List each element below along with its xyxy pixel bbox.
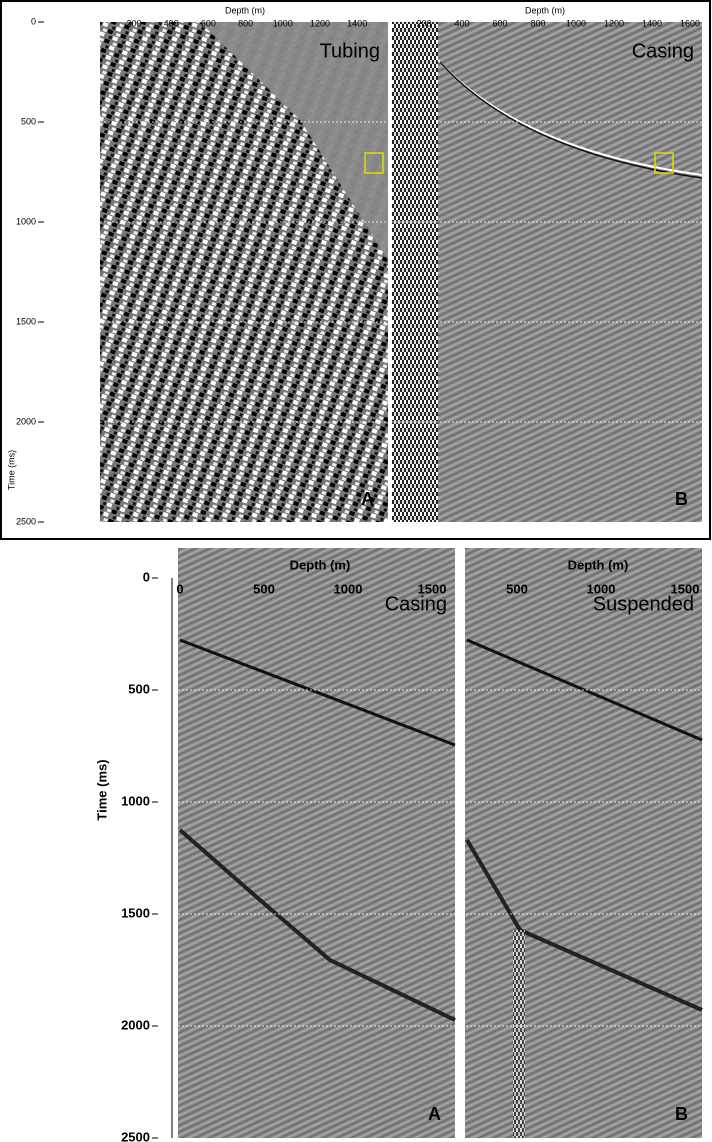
- seismic-image: [178, 548, 455, 1138]
- y-tick-label: 1500: [16, 316, 36, 326]
- panel-title: Casing: [385, 593, 447, 615]
- panel-letter: B: [675, 1104, 688, 1124]
- x-axis-label: Depth (m): [568, 557, 629, 572]
- y-tick-label: 2500: [121, 1129, 150, 1142]
- x-tick-label: 1000: [587, 581, 616, 596]
- x-tick-label: 400: [454, 18, 469, 28]
- y-tick-label: 500: [21, 116, 36, 126]
- y-tick-label: 1500: [121, 905, 150, 920]
- x-tick-label: 0: [176, 581, 183, 596]
- x-tick-label: 1500: [671, 581, 700, 596]
- x-tick-label: 1000: [334, 581, 363, 596]
- x-tick-label: 500: [253, 581, 275, 596]
- panel-title: Suspended: [593, 593, 694, 615]
- x-tick-label: 1200: [310, 18, 330, 28]
- x-tick-label: 400: [164, 18, 179, 28]
- x-tick-label: 500: [506, 581, 528, 596]
- panel-letter: B: [675, 489, 688, 509]
- panel-letter: A: [361, 489, 374, 509]
- panel-title: Tubing: [320, 40, 380, 62]
- panel-title: Casing: [632, 40, 694, 62]
- x-tick-label: 1200: [604, 18, 624, 28]
- x-tick-label: 600: [201, 18, 216, 28]
- quiet-zone: [200, 22, 388, 260]
- y-tick-label: 2000: [121, 1017, 150, 1032]
- marker-box: [364, 152, 384, 174]
- first-arrival: [439, 61, 703, 179]
- first-arrival: [179, 638, 456, 747]
- first-arrival: [466, 638, 703, 742]
- seismic-image: [465, 548, 702, 1138]
- x-tick-label: 200: [126, 18, 141, 28]
- y-tick-label: 500: [128, 681, 150, 696]
- seismic-image: [392, 22, 702, 522]
- x-tick-label: 800: [238, 18, 253, 28]
- y-axis-label: Time (ms): [6, 450, 16, 490]
- x-tick-label: 1500: [418, 581, 447, 596]
- x-tick-label: 1400: [642, 18, 662, 28]
- y-tick-label: 2500: [16, 516, 36, 526]
- x-tick-label: 800: [530, 18, 545, 28]
- x-tick-label: 600: [492, 18, 507, 28]
- x-tick-label: 1000: [566, 18, 586, 28]
- y-tick-label: 0: [31, 16, 36, 26]
- y-tick-label: 1000: [121, 793, 150, 808]
- y-axis-label: Time (ms): [94, 759, 109, 820]
- x-tick-label: 1000: [273, 18, 293, 28]
- marker-box: [654, 152, 674, 174]
- event: [178, 828, 456, 1022]
- x-axis-label: Depth (m): [225, 5, 265, 15]
- frame: [0, 0, 711, 540]
- x-tick-label: 1400: [347, 18, 367, 28]
- y-tick-label: 0: [143, 569, 150, 584]
- seismic-image: [513, 930, 525, 1138]
- x-tick-label: 200: [416, 18, 431, 28]
- y-tick-label: 1000: [16, 216, 36, 226]
- x-tick-label: 1600: [680, 18, 700, 28]
- panel-letter: A: [428, 1104, 441, 1124]
- x-axis-label: Depth (m): [525, 5, 565, 15]
- y-tick-label: 2000: [16, 416, 36, 426]
- seismic-image: [392, 22, 438, 522]
- x-axis-label: Depth (m): [290, 557, 351, 572]
